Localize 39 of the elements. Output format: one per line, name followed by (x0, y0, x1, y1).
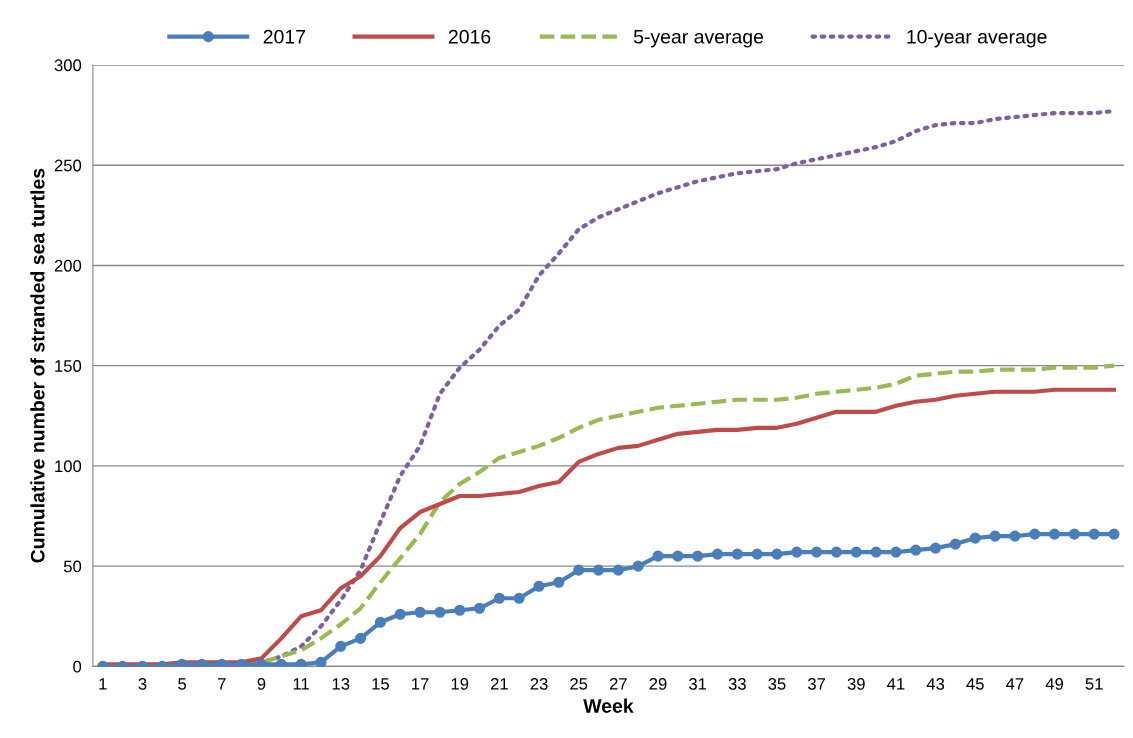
y-tick-label: 50 (63, 560, 82, 573)
x-tick-label: 47 (1006, 678, 1024, 690)
x-axis-title: Week (583, 698, 634, 713)
x-tick-label: 1 (99, 678, 107, 690)
legend-label: 2017 (263, 29, 306, 44)
x-tick-label: 27 (609, 677, 627, 690)
x-tick-label: 31 (689, 677, 707, 690)
x-tick-label: 17 (412, 678, 429, 690)
x-tick-label: 9 (257, 677, 266, 690)
y-tick-label: 200 (54, 259, 82, 272)
legend-label: 10-year average (907, 29, 1047, 48)
x-tick-label: 45 (966, 678, 984, 690)
legend-label: 2016 (448, 29, 491, 44)
x-tick-label: 25 (570, 677, 588, 690)
x-tick-label: 33 (728, 677, 746, 690)
x-tick-label: 21 (490, 677, 508, 690)
x-tick-label: 15 (372, 678, 389, 690)
x-tick-label: 11 (293, 678, 309, 690)
x-tick-label: 3 (138, 677, 147, 690)
x-tick-label: 41 (887, 678, 905, 690)
y-tick-label: 300 (54, 59, 82, 72)
x-tick-label: 19 (451, 677, 469, 690)
x-tick-label: 43 (926, 677, 945, 690)
y-tick-label: 100 (55, 460, 82, 473)
legend-label: 5-year average (633, 30, 764, 48)
x-tick-label: 7 (218, 678, 226, 690)
x-tick-label: 39 (847, 677, 865, 690)
x-tick-label: 51 (1085, 678, 1103, 690)
x-tick-label: 49 (1045, 677, 1064, 690)
x-tick-label: 5 (178, 678, 187, 690)
x-tick-label: 35 (768, 677, 786, 690)
x-tick-label: 29 (649, 677, 667, 690)
y-tick-label: 150 (55, 360, 82, 372)
x-tick-label: 37 (807, 677, 826, 690)
x-tick-label: 23 (530, 677, 548, 690)
y-tick-label: 250 (54, 159, 82, 172)
y-tick-label: 0 (73, 660, 82, 673)
x-tick-label: 13 (332, 677, 350, 690)
y-axis-title: Cumulative number of stranded sea turtles (30, 168, 45, 563)
